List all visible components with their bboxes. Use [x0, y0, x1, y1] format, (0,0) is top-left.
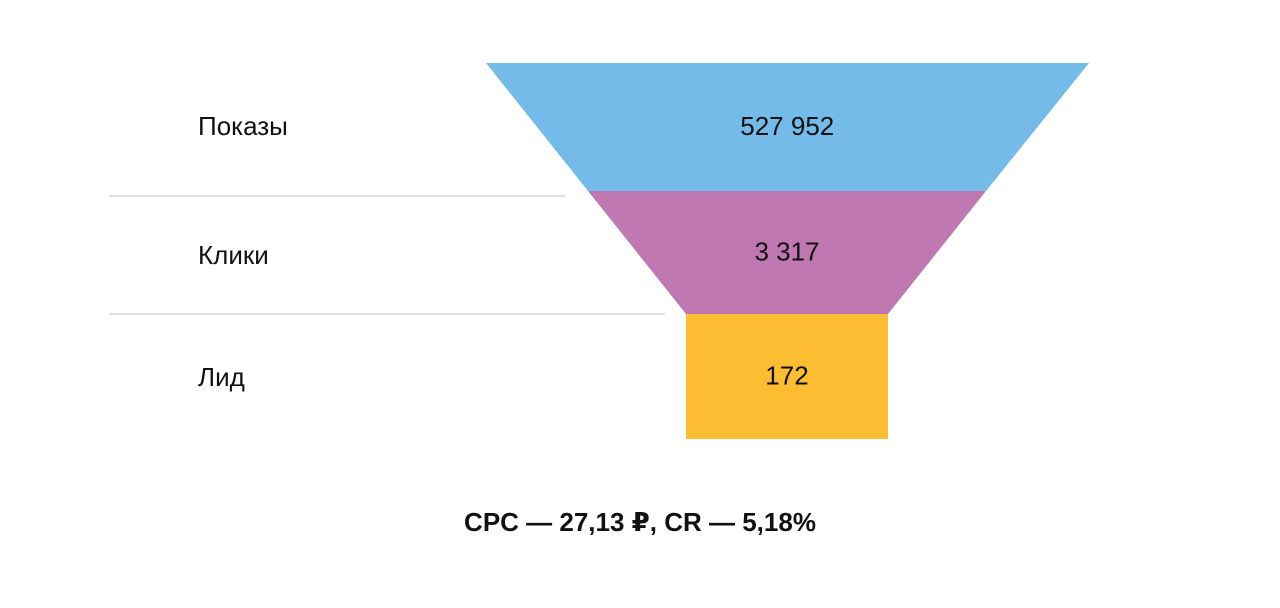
funnel-segment-clicks: [588, 191, 986, 314]
summary-metrics: CPC — 27,13 ₽, CR — 5,18%: [464, 507, 816, 537]
funnel-segment-impressions: [486, 63, 1089, 191]
stage-label-leads: Лид: [198, 362, 245, 392]
funnel-value-leads: 172: [765, 361, 808, 391]
funnel-value-impressions: 527 952: [740, 111, 834, 141]
stage-label-clicks: Клики: [198, 240, 269, 270]
funnel-value-clicks: 3 317: [754, 237, 819, 267]
stage-label-impressions: Показы: [198, 111, 288, 141]
funnel-segment-leads: [686, 314, 888, 439]
